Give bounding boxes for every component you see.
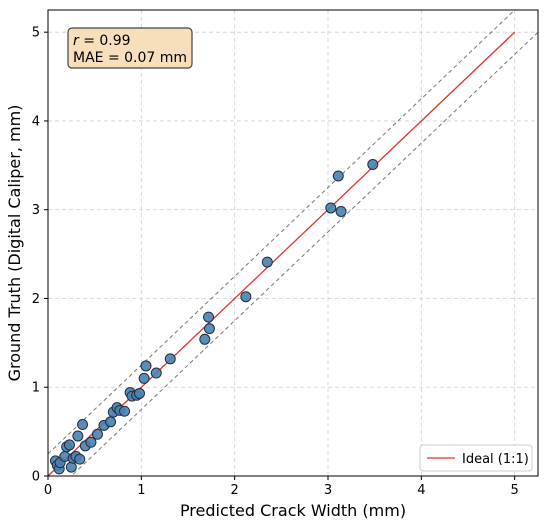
data-point xyxy=(91,428,103,440)
data-point xyxy=(325,202,337,214)
legend: Ideal (1:1) xyxy=(419,444,533,472)
data-point xyxy=(164,353,176,365)
grid xyxy=(47,10,538,477)
y-tick-label: 5 xyxy=(32,26,40,41)
legend-label-ideal: Ideal (1:1) xyxy=(462,452,529,467)
data-point xyxy=(150,367,162,379)
data-point xyxy=(105,416,117,428)
x-tick-label: 0 xyxy=(44,483,52,498)
x-tick-label: 2 xyxy=(231,483,239,498)
y-tick-label: 4 xyxy=(32,114,40,129)
x-axis-label: Predicted Crack Width (mm) xyxy=(180,501,406,520)
data-point xyxy=(203,323,215,335)
data-point xyxy=(203,311,215,323)
x-tick-label: 1 xyxy=(137,483,145,498)
axis-ticks: 0 1 2 3 4 5 0 1 2 3 4 5 xyxy=(32,26,519,498)
tolerance-line xyxy=(70,31,538,476)
x-tick-label: 4 xyxy=(417,483,425,498)
y-tick-label: 1 xyxy=(32,381,40,396)
ideal-line-layer xyxy=(48,31,516,476)
x-tick-label: 3 xyxy=(324,483,332,498)
data-point xyxy=(240,291,252,303)
data-point xyxy=(74,453,86,465)
data-point xyxy=(261,256,273,268)
data-point xyxy=(332,170,344,182)
data-point xyxy=(77,419,89,431)
stats-annotation-box xyxy=(67,27,193,69)
data-point xyxy=(63,439,75,451)
data-point xyxy=(65,461,77,473)
y-tick-label: 0 xyxy=(32,470,40,485)
stats-annotation: r = 0.99 MAE = 0.07 mm xyxy=(67,27,193,69)
data-point xyxy=(140,360,152,372)
data-point xyxy=(138,372,150,384)
ideal-line xyxy=(48,31,516,476)
stats-r-symbol: r xyxy=(73,33,80,49)
stats-r-line: r = 0.99 xyxy=(73,33,131,49)
legend-box xyxy=(419,444,533,472)
data-point xyxy=(367,158,379,170)
y-axis-label: Ground Truth (Digital Caliper, mm) xyxy=(5,105,24,382)
data-point xyxy=(335,205,347,217)
y-tick-label: 2 xyxy=(32,292,40,307)
stats-mae-line: MAE = 0.07 mm xyxy=(73,50,187,66)
y-tick-label: 3 xyxy=(32,203,40,218)
tolerance-line xyxy=(48,10,516,455)
data-points xyxy=(49,158,379,475)
stats-r-value: = 0.99 xyxy=(79,33,131,49)
plot-frame xyxy=(47,9,539,477)
data-point xyxy=(85,436,97,448)
data-point xyxy=(72,430,84,442)
tolerance-band xyxy=(48,10,538,476)
data-point xyxy=(199,333,211,345)
x-tick-label: 5 xyxy=(511,483,519,498)
data-point xyxy=(119,405,131,417)
data-point xyxy=(133,387,145,399)
